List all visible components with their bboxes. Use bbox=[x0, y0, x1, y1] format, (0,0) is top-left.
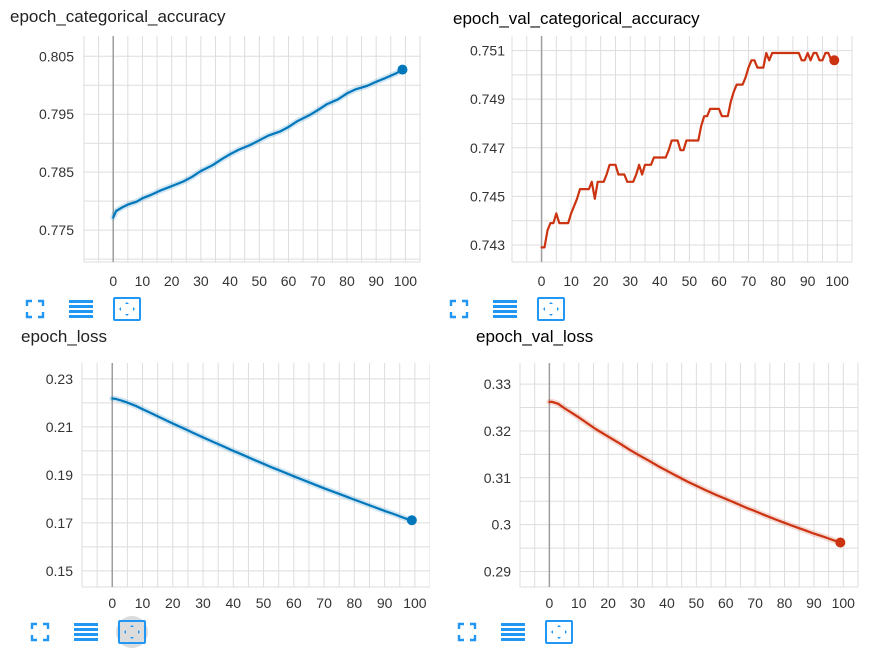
fit-domain-icon[interactable] bbox=[543, 616, 575, 648]
y-tick-label: 0.29 bbox=[484, 564, 511, 580]
x-tick-label: 80 bbox=[777, 595, 793, 611]
series-last-point bbox=[406, 515, 417, 526]
x-tick-label: 10 bbox=[563, 273, 579, 289]
x-tick-label: 0 bbox=[108, 595, 116, 611]
y-tick-label: 0.805 bbox=[39, 48, 74, 64]
line-chart[interactable]: 0.15 0.17 0.19 0.21 0.23 0 10 20 30 40 50 60 70 80 90 1… bbox=[0, 326, 430, 652]
line-chart[interactable]: 0.29 0.3 0.31 0.32 0.33 0 10 20 30 40 50 60 70 80 90 10… bbox=[440, 326, 870, 652]
x-tick-label: 100 bbox=[394, 273, 418, 289]
x-tick-label: 20 bbox=[165, 595, 181, 611]
chart-title: epoch_val_categorical_accuracy bbox=[453, 9, 700, 28]
x-tick-label: 90 bbox=[377, 595, 393, 611]
series-line bbox=[540, 51, 836, 249]
line-chart[interactable]: 0.775 0.785 0.795 0.805 0 10 20 30 40 50 60 70 80 90 1… bbox=[0, 0, 430, 326]
list-icon[interactable] bbox=[489, 293, 521, 325]
line-chart[interactable]: 0.743 0.745 0.747 0.749 0.751 0 10 20 30 40 50 60 70… bbox=[440, 0, 870, 326]
list-icon[interactable] bbox=[497, 616, 529, 648]
chart-title: epoch_categorical_accuracy bbox=[10, 7, 226, 26]
chart-card-epoch-val-loss: epoch_val_loss 0.29 0.3 0.31 0.32 0.33 0 10 20 3… bbox=[440, 326, 870, 652]
expand-icon[interactable] bbox=[451, 616, 483, 648]
y-tick-label: 0.15 bbox=[46, 563, 73, 579]
x-tick-label: 50 bbox=[689, 595, 705, 611]
x-tick-label: 70 bbox=[741, 273, 757, 289]
y-tick-label: 0.33 bbox=[484, 376, 511, 392]
series-line bbox=[111, 397, 413, 522]
y-tick-label: 0.743 bbox=[470, 237, 505, 253]
x-tick-label: 90 bbox=[800, 273, 816, 289]
chart-toolbar bbox=[451, 616, 575, 648]
y-tick-label: 0.32 bbox=[484, 423, 511, 439]
chart-toolbar bbox=[24, 616, 148, 648]
y-tick-label: 0.23 bbox=[46, 371, 73, 387]
chart-toolbar bbox=[19, 293, 143, 325]
series-line bbox=[548, 400, 842, 544]
chart-card-epoch-categorical-accuracy: epoch_categorical_accuracy 0.775 0.785 0.7… bbox=[0, 0, 430, 326]
y-tick-label: 0.751 bbox=[470, 43, 505, 59]
x-tick-label: 30 bbox=[193, 273, 209, 289]
x-tick-label: 40 bbox=[659, 595, 675, 611]
x-tick-label: 60 bbox=[711, 273, 727, 289]
x-tick-label: 100 bbox=[832, 595, 856, 611]
x-tick-label: 10 bbox=[135, 273, 151, 289]
x-tick-label: 20 bbox=[164, 273, 180, 289]
x-tick-label: 70 bbox=[310, 273, 326, 289]
expand-icon[interactable] bbox=[443, 293, 475, 325]
x-tick-label: 80 bbox=[770, 273, 786, 289]
y-tick-label: 0.17 bbox=[46, 515, 73, 531]
y-tick-label: 0.747 bbox=[470, 140, 505, 156]
expand-icon[interactable] bbox=[19, 293, 51, 325]
x-tick-label: 0 bbox=[109, 273, 117, 289]
x-tick-label: 60 bbox=[718, 595, 734, 611]
x-tick-label: 10 bbox=[571, 595, 587, 611]
x-tick-label: 90 bbox=[806, 595, 822, 611]
chart-title: epoch_val_loss bbox=[476, 327, 594, 346]
x-tick-label: 50 bbox=[252, 273, 268, 289]
chart-title: epoch_loss bbox=[21, 327, 108, 346]
fit-domain-icon[interactable] bbox=[111, 293, 143, 325]
x-tick-label: 70 bbox=[747, 595, 763, 611]
y-tick-label: 0.749 bbox=[470, 91, 505, 107]
x-tick-label: 50 bbox=[256, 595, 272, 611]
y-tick-label: 0.795 bbox=[39, 106, 74, 122]
list-icon[interactable] bbox=[65, 293, 97, 325]
x-tick-label: 40 bbox=[652, 273, 668, 289]
x-tick-label: 100 bbox=[403, 595, 427, 611]
list-icon[interactable] bbox=[70, 616, 102, 648]
x-tick-label: 40 bbox=[226, 595, 242, 611]
expand-icon[interactable] bbox=[24, 616, 56, 648]
x-tick-label: 30 bbox=[630, 595, 646, 611]
x-tick-label: 30 bbox=[195, 595, 211, 611]
series-last-point bbox=[829, 55, 840, 66]
x-tick-label: 100 bbox=[826, 273, 850, 289]
x-tick-label: 0 bbox=[545, 595, 553, 611]
chart-card-epoch-loss: epoch_loss 0.15 0.17 0.19 0.21 0.23 0 10 20 30 40… bbox=[0, 326, 430, 652]
series-last-point bbox=[397, 64, 408, 75]
chart-toolbar bbox=[443, 293, 567, 325]
x-tick-label: 20 bbox=[593, 273, 609, 289]
x-tick-label: 50 bbox=[682, 273, 698, 289]
x-tick-label: 0 bbox=[538, 273, 546, 289]
y-tick-label: 0.3 bbox=[492, 517, 512, 533]
y-tick-label: 0.745 bbox=[470, 188, 505, 204]
y-tick-label: 0.31 bbox=[484, 470, 511, 486]
x-tick-label: 70 bbox=[316, 595, 332, 611]
x-tick-label: 80 bbox=[339, 273, 355, 289]
x-tick-label: 40 bbox=[222, 273, 238, 289]
series-line bbox=[112, 68, 404, 219]
x-tick-label: 90 bbox=[368, 273, 384, 289]
x-tick-label: 10 bbox=[135, 595, 151, 611]
y-tick-label: 0.19 bbox=[46, 467, 73, 483]
y-tick-label: 0.775 bbox=[39, 222, 74, 238]
x-tick-label: 20 bbox=[600, 595, 616, 611]
x-tick-label: 60 bbox=[286, 595, 302, 611]
x-tick-label: 30 bbox=[622, 273, 638, 289]
y-tick-label: 0.21 bbox=[46, 419, 73, 435]
series-last-point bbox=[835, 537, 846, 548]
x-tick-label: 80 bbox=[347, 595, 363, 611]
fit-domain-icon[interactable] bbox=[116, 616, 148, 648]
y-tick-label: 0.785 bbox=[39, 164, 74, 180]
x-tick-label: 60 bbox=[281, 273, 297, 289]
fit-domain-icon[interactable] bbox=[535, 293, 567, 325]
chart-card-epoch-val-categorical-accuracy: epoch_val_categorical_accuracy 0.743 0.74… bbox=[440, 0, 870, 326]
